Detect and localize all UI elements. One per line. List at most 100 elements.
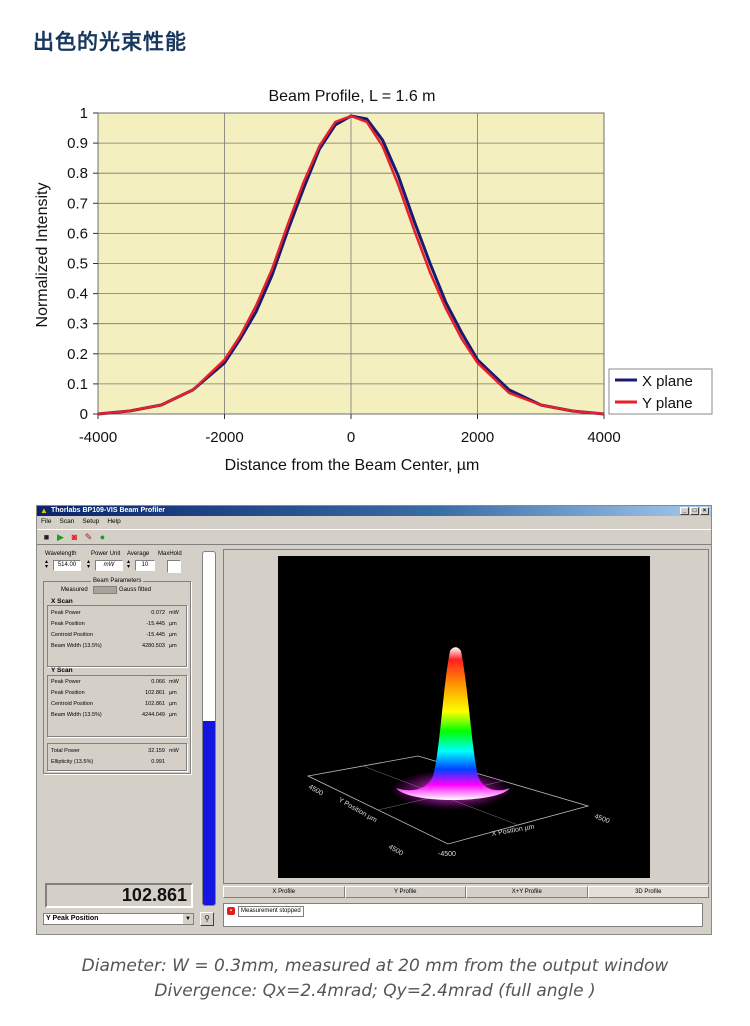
x-scan-title: X Scan [51,598,73,605]
series-lines [97,114,605,416]
chart-title: Beam Profile, L = 1.6 m [268,88,435,105]
menu-scan[interactable]: Scan [59,518,75,525]
menu-setup[interactable]: Setup [82,518,100,525]
power-level-bar [202,551,216,906]
power-unit-select[interactable]: mW [95,560,123,571]
row-value: 102.861 [145,690,165,696]
minimize-button[interactable]: _ [680,507,689,515]
x-centroid-position-row: Centroid Position -15.445 µm [51,630,183,640]
y-tick-label: 0.6 [67,225,88,242]
play-icon[interactable]: ▶ [57,531,64,542]
row-unit: mW [169,610,179,616]
x-axis-label-3d: X Position µm [491,824,535,838]
tab-xy-profile[interactable]: X+Y Profile [466,886,588,898]
row-unit: mW [169,679,179,685]
totals-group [47,743,187,771]
status-area: ▪ Measurement stopped [223,903,703,927]
row-unit: µm [169,643,177,649]
close-button[interactable]: × [700,507,709,515]
x-tick-label: -2000 [205,429,243,446]
row-unit: µm [169,690,177,696]
x-tick-label: 2000 [461,429,494,446]
legend-label-y-plane: Y plane [642,395,693,412]
status-message: Measurement stopped [238,906,304,917]
maxhold-label: MaxHold [158,551,182,557]
y-axis-label-3d: Y Position µm [337,797,378,825]
average-spinner-icon[interactable]: ▴ ▾ [127,559,131,570]
row-label: Total Power [51,748,80,754]
y-peak-position-row: Peak Position 102.861 µm [51,688,183,698]
x-scan-group [47,605,187,667]
window-title: Thorlabs BP109-VIS Beam Profiler [51,507,165,514]
row-value: -15.445 [146,621,165,627]
row-value: 0.066 [151,679,165,685]
power-unit-spinner-icon[interactable]: ▴ ▾ [87,559,91,570]
y-min-tick-3d: 4500 [387,844,404,858]
x-tick-label: -4000 [79,429,117,446]
row-value: -15.445 [146,632,165,638]
y-tick-label: 0.5 [67,256,88,273]
power-level-fill [203,721,215,905]
beam-peak [396,647,510,800]
row-value: 102.861 [145,701,165,707]
measured-label: Measured [61,587,88,593]
wavelength-input[interactable]: 514.00 [53,560,81,571]
y-scan-group [47,675,187,737]
ellipticity-row: Ellipticity (13.5%) 0.991 [51,757,183,767]
window-controls: _ □ × [680,507,709,515]
maxhold-checkbox[interactable] [167,560,181,573]
x-min-tick-3d: -4500 [438,851,456,858]
row-unit: mW [169,748,179,754]
y-tick-label: 0 [80,406,88,423]
y-scan-title: Y Scan [51,667,73,674]
y-peak-power-row: Peak Power 0.066 mW [51,677,183,687]
row-label: Centroid Position [51,632,93,638]
y-axis-label: Normalized Intensity [34,183,51,328]
wavelength-spinner-icon[interactable]: ▴ ▾ [45,559,49,570]
row-value: 0.991 [151,759,165,765]
window-titlebar: ▲ Thorlabs BP109-VIS Beam Profiler _ □ × [37,506,711,516]
toolbar: ■ ▶ ◙ ✎ ● [37,529,711,545]
readout-select[interactable]: Y Peak Position ▼ [43,913,194,925]
chevron-down-icon[interactable]: ▼ [183,914,193,924]
y-tick-label: 1 [80,105,88,122]
beam-profile-chart: 0 0.1 0.2 0.3 0.4 0.5 0.6 0.7 0.8 0.9 1 -4000 -2000 0… [34,88,713,474]
magnifier-icon: ⚲ [204,914,210,923]
series-line-y-plane [97,114,605,416]
x-peak-position-row: Peak Position -15.445 µm [51,619,183,629]
axis-ticks: 0 0.1 0.2 0.3 0.4 0.5 0.6 0.7 0.8 0.9 1 -4000 -2000 0… [67,105,621,446]
row-label: Peak Position [51,690,85,696]
maximize-button[interactable]: □ [690,507,699,515]
parameters-panel: Wavelength Power Unit Average MaxHold ▴ ▾… [43,551,193,876]
tab-y-profile[interactable]: Y Profile [344,886,466,898]
tab-3d-profile[interactable]: 3D Profile [587,886,709,898]
y-tick-label: 0.4 [67,286,88,303]
x-axis-label: Distance from the Beam Center, µm [225,457,480,474]
x-beam-width-row: Beam Width (13.5%) 4280.503 µm [51,641,183,651]
row-unit: µm [169,701,177,707]
settings-icon[interactable]: ✎ [84,531,93,542]
zoom-button[interactable]: ⚲ [200,912,214,926]
menu-help[interactable]: Help [107,518,121,525]
y-tick-label: 0.1 [67,376,88,393]
measured-gauss-toggle[interactable] [93,586,117,594]
legend-box [608,368,713,415]
stop-icon[interactable]: ◙ [71,531,78,542]
caption-divergence: Divergence: Qx=2.4mrad; Qy=2.4mrad (full… [154,981,596,1001]
menu-bar: File Scan Setup Help [37,517,121,527]
menu-file[interactable]: File [41,518,52,525]
average-input[interactable]: 10 [135,560,155,571]
wavelength-label: Wavelength [45,551,77,557]
y-centroid-position-row: Centroid Position 102.861 µm [51,699,183,709]
help-icon[interactable]: ● [99,531,106,542]
row-unit: µm [169,632,177,638]
y-max-tick-3d: 4500 [307,784,324,798]
thorlabs-logo-icon: ▲ [40,506,48,515]
tab-x-profile[interactable]: X Profile [223,886,345,898]
grid [97,112,605,415]
x-tick-label: 0 [347,429,355,446]
measurement-readout: 102.861 [45,883,193,908]
save-icon[interactable]: ■ [43,531,50,542]
3d-beam-plot: X Position µm Y Position µm -4500 4500 4… [306,647,610,858]
profile-tabs: X Profile Y Profile X+Y Profile 3D Profi… [223,886,709,898]
